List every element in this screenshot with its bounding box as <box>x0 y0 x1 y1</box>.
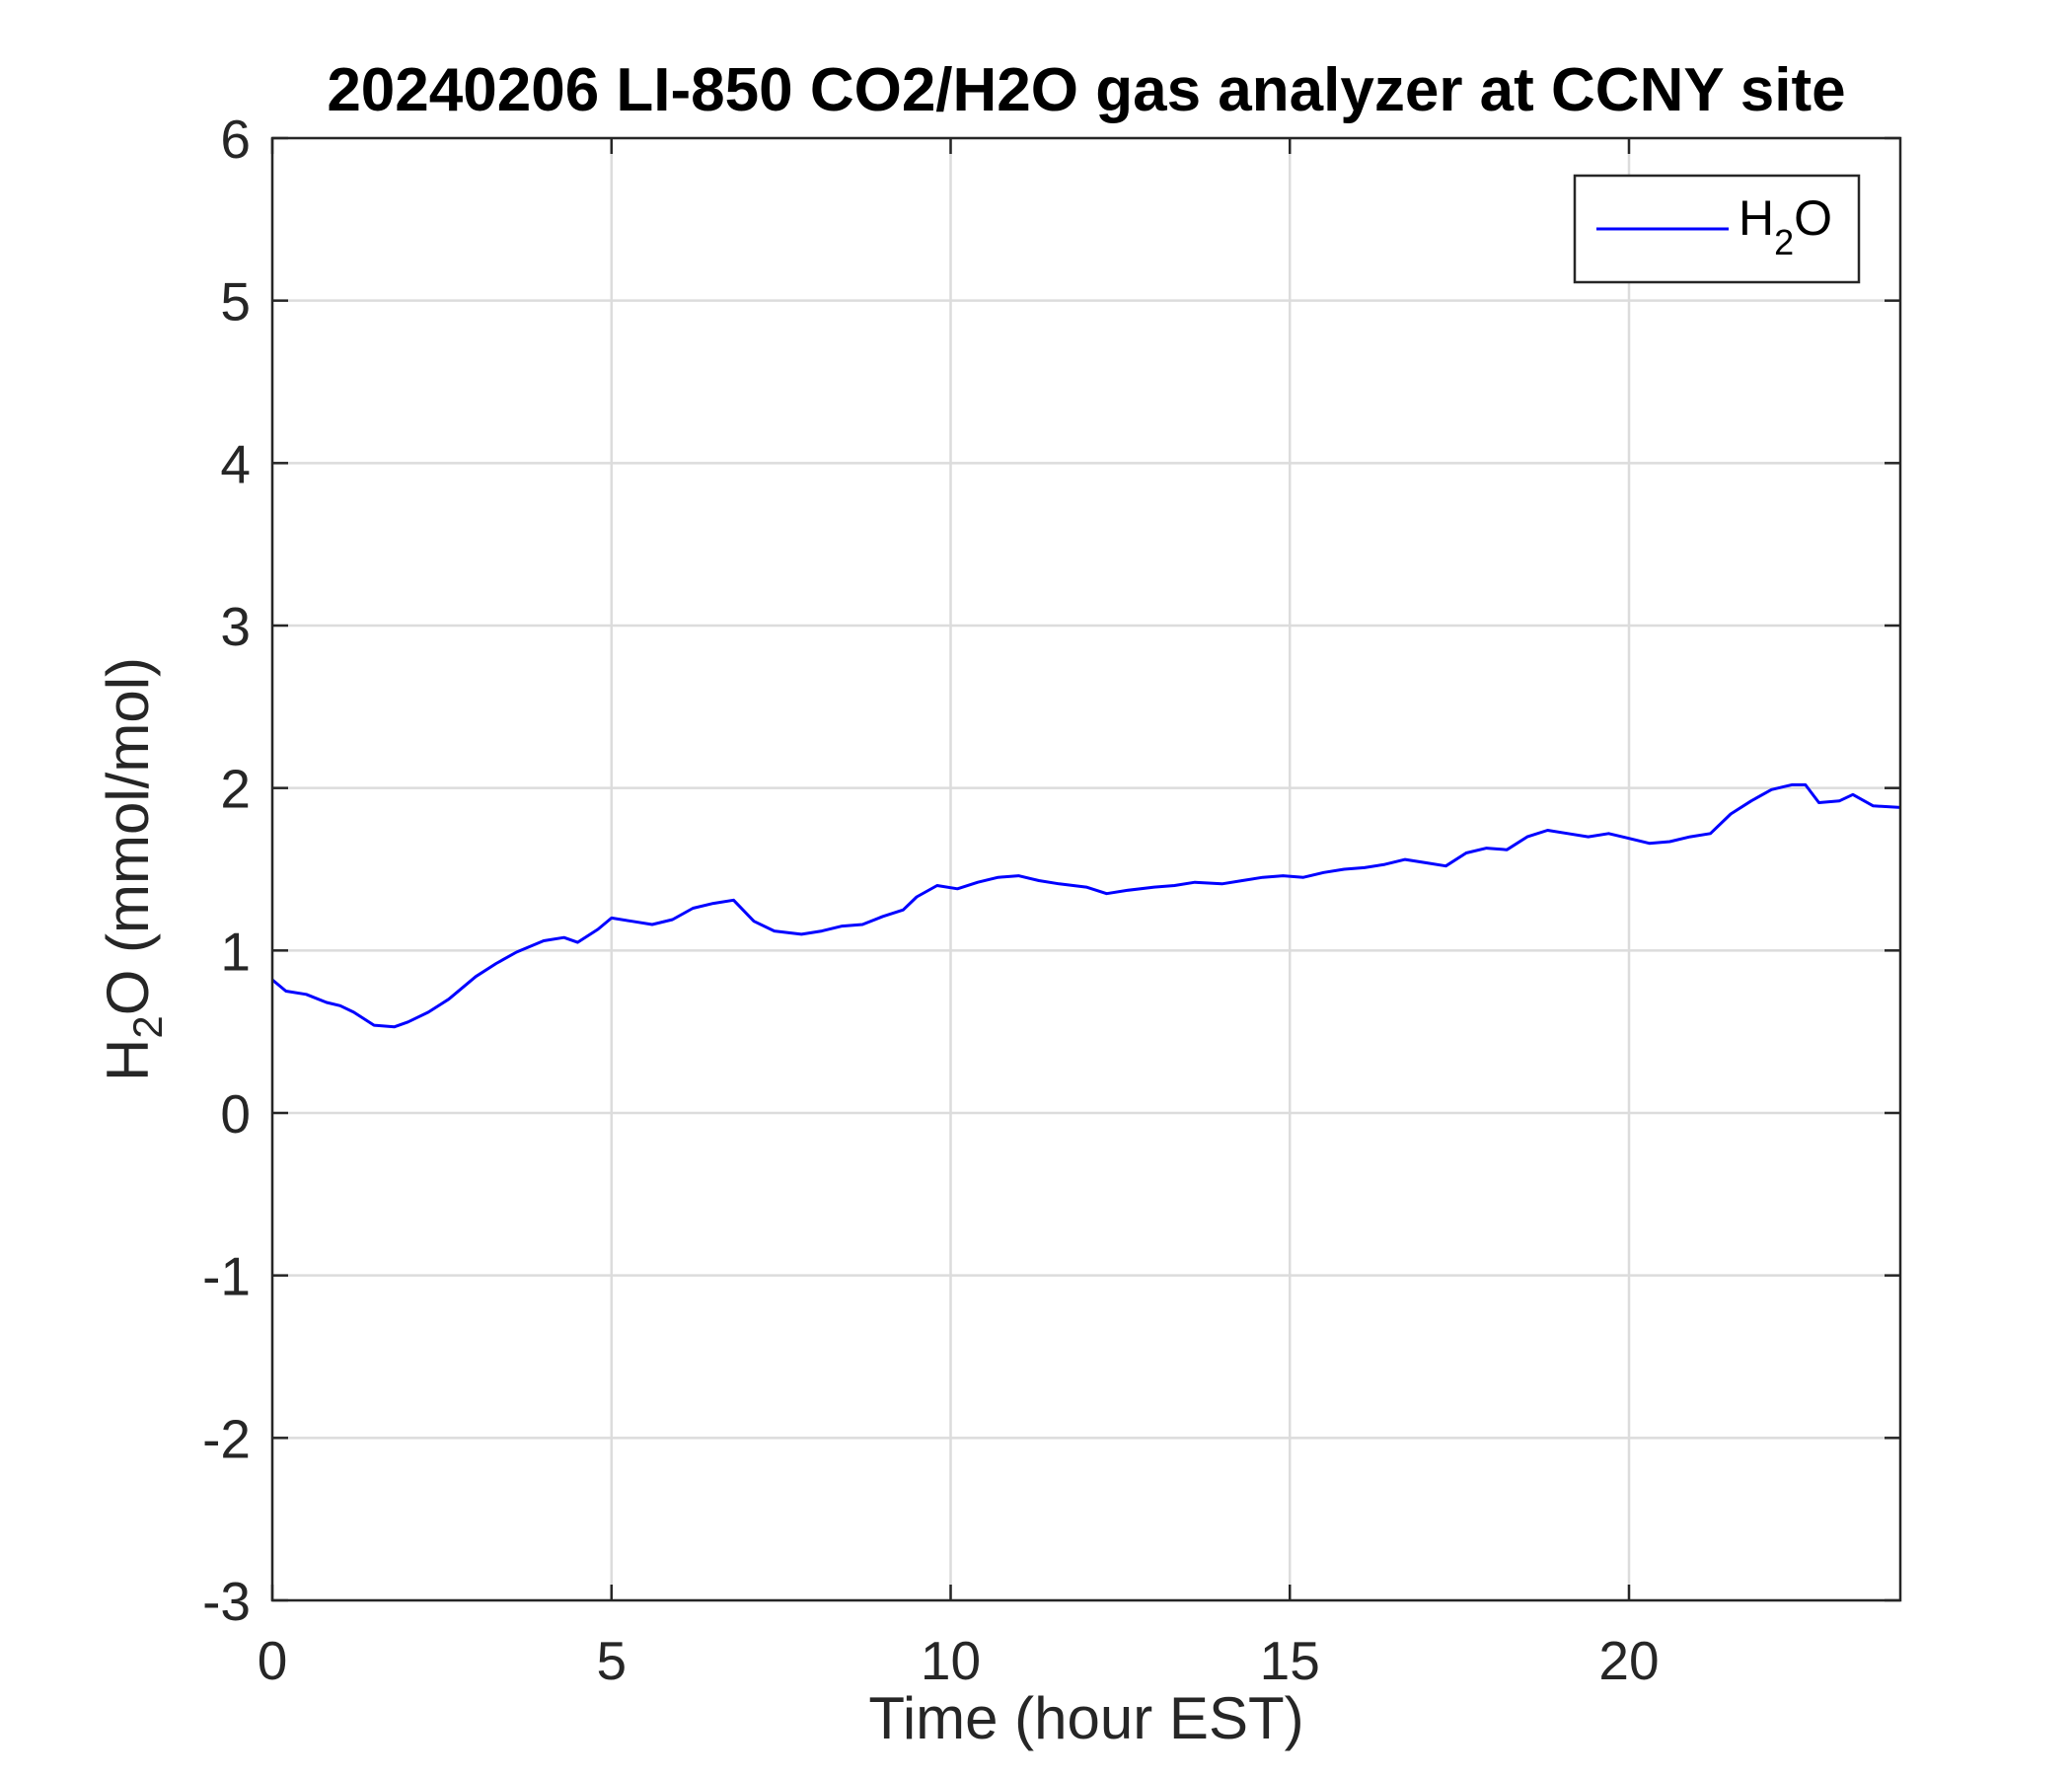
y-tick-label: -2 <box>202 1408 251 1469</box>
y-tick-label: -1 <box>202 1246 251 1307</box>
series-layer <box>271 782 1901 1029</box>
x-tick-label: 0 <box>258 1630 288 1691</box>
y-axis-label-main: H <box>95 1039 161 1081</box>
plot-frame <box>270 136 1902 1602</box>
x-tick-label: 20 <box>1598 1630 1659 1691</box>
y-tick-label: -3 <box>202 1571 251 1632</box>
y-tick-label: 6 <box>220 109 251 170</box>
y-axis-label-subscript: 2 <box>124 1015 171 1038</box>
y-tick-label: 0 <box>220 1083 251 1145</box>
y-tick-label: 1 <box>220 921 251 982</box>
plot-background <box>272 138 1900 1600</box>
y-axis-label: H2O (mmol/mol) <box>95 657 171 1081</box>
x-tick-label: 5 <box>596 1630 627 1691</box>
x-axis-label: Time (hour EST) <box>868 1685 1303 1751</box>
legend-entry-rest: O <box>1794 190 1832 246</box>
legend-entry-main: H <box>1739 190 1774 246</box>
y-axis-label-rest: O (mmol/mol) <box>95 657 161 1015</box>
y-tick-label: 2 <box>220 759 251 820</box>
y-tick-label: 3 <box>220 596 251 657</box>
legend: H2O <box>1573 174 1861 284</box>
x-tick-label: 15 <box>1260 1630 1320 1691</box>
chart-title: 20240206 LI-850 CO2/H2O gas analyzer at … <box>327 56 1845 124</box>
series-line-h2o <box>271 782 1901 1029</box>
legend-entry-subscript: 2 <box>1774 222 1794 262</box>
tick-layer <box>270 136 1900 1602</box>
legend-entry-text: H2O <box>1739 190 1832 262</box>
x-tick-label: 10 <box>921 1630 981 1691</box>
tick-label-layer: 0 5 10 15 20 -3 -2 -1 0 1 2 3 4 5 6 <box>202 109 1660 1691</box>
y-tick-label: 4 <box>220 433 251 494</box>
y-tick-label: 5 <box>220 271 251 333</box>
